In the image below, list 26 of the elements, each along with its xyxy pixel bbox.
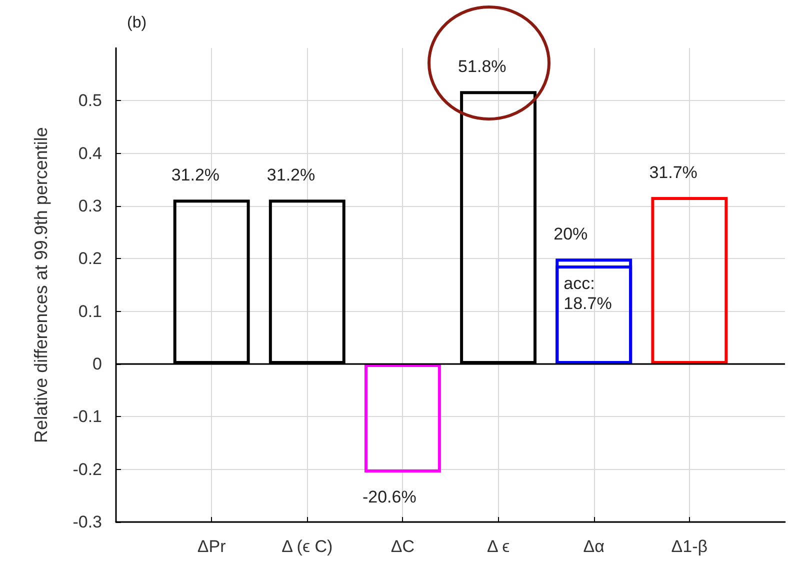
y-tick-label: 0.1 — [78, 302, 102, 321]
y-tick-label: 0.4 — [78, 144, 102, 163]
x-tick-label: Δα — [583, 537, 605, 556]
y-tick-label: 0.3 — [78, 196, 102, 216]
y-axis-title: Relative differences at 99.9th percentile — [31, 127, 51, 443]
data-label: 20% — [554, 224, 588, 244]
bar — [364, 364, 441, 472]
bar — [651, 197, 728, 364]
x-tick-label: ΔC — [390, 537, 415, 556]
x-tick-label: Δ (ϵ C) — [282, 537, 333, 556]
y-tick-label: 0.5 — [78, 91, 102, 110]
data-label: 31.7% — [649, 163, 698, 182]
data-label: 51.8% — [458, 57, 506, 76]
y-tick-label: -0.2 — [72, 460, 102, 479]
y-tick-label: -0.1 — [72, 407, 102, 426]
x-tick-label: Δ ϵ — [486, 537, 510, 556]
y-tick-label: -0.3 — [72, 512, 102, 532]
data-label: acc: 18.7% — [564, 274, 612, 314]
y-tick-label: 0 — [92, 354, 102, 374]
x-tick-label: Δ1-β — [671, 537, 708, 556]
y-tick-label: 0.2 — [78, 249, 102, 268]
data-label: 31.2% — [171, 166, 220, 185]
x-tick-label: ΔPr — [197, 537, 226, 556]
chart-title: (b) — [127, 14, 147, 32]
data-label: 31.2% — [266, 166, 316, 185]
data-label: -20.6% — [362, 487, 416, 506]
